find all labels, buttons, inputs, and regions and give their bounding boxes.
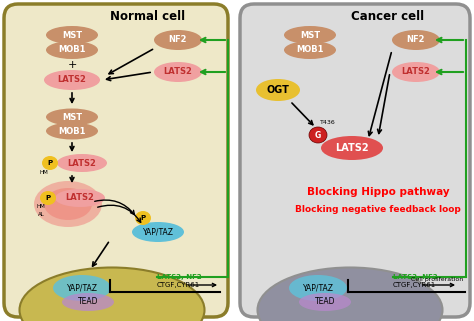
- Text: Normal cell: Normal cell: [110, 10, 185, 22]
- Ellipse shape: [46, 108, 98, 126]
- FancyBboxPatch shape: [4, 4, 228, 317]
- Ellipse shape: [321, 136, 383, 160]
- Text: LATS2: LATS2: [335, 143, 369, 153]
- Text: Cancer cell: Cancer cell: [351, 10, 425, 22]
- Text: MOB1: MOB1: [58, 126, 86, 135]
- Text: P: P: [46, 195, 51, 201]
- Text: LATS2: LATS2: [401, 67, 430, 76]
- Text: MOB1: MOB1: [296, 46, 324, 55]
- Text: LATS2: LATS2: [65, 194, 94, 203]
- Ellipse shape: [42, 156, 58, 170]
- Text: MST: MST: [62, 112, 82, 122]
- Text: CTGF,CYR61: CTGF,CYR61: [157, 282, 200, 288]
- Text: NF2: NF2: [169, 36, 187, 45]
- Ellipse shape: [132, 222, 184, 242]
- Ellipse shape: [44, 188, 92, 220]
- Ellipse shape: [309, 127, 327, 143]
- Text: NF2: NF2: [407, 36, 425, 45]
- Text: MOB1: MOB1: [58, 46, 86, 55]
- Ellipse shape: [299, 293, 351, 311]
- Text: Blocking negative feedback loop: Blocking negative feedback loop: [295, 205, 461, 214]
- Ellipse shape: [256, 79, 300, 101]
- Text: T436: T436: [320, 119, 336, 125]
- Text: TEAD: TEAD: [78, 298, 98, 307]
- Text: +: +: [67, 60, 77, 70]
- Ellipse shape: [284, 41, 336, 59]
- Text: P: P: [140, 215, 146, 221]
- Text: LATS2: LATS2: [68, 159, 96, 168]
- Text: CTGF,CYR61: CTGF,CYR61: [393, 282, 436, 288]
- Ellipse shape: [40, 191, 56, 205]
- Ellipse shape: [257, 267, 443, 321]
- Ellipse shape: [62, 293, 114, 311]
- Text: LATS2, NF2: LATS2, NF2: [393, 274, 438, 280]
- Ellipse shape: [289, 275, 347, 301]
- Text: HM: HM: [40, 169, 48, 175]
- Ellipse shape: [46, 41, 98, 59]
- Text: G: G: [315, 131, 321, 140]
- Text: MST: MST: [62, 30, 82, 39]
- Ellipse shape: [284, 26, 336, 44]
- Ellipse shape: [46, 123, 98, 140]
- Ellipse shape: [44, 70, 100, 90]
- Text: HM: HM: [36, 204, 46, 210]
- Text: TEAD: TEAD: [315, 298, 335, 307]
- Text: Blocking Hippo pathway: Blocking Hippo pathway: [307, 187, 449, 197]
- Ellipse shape: [154, 30, 202, 50]
- Text: LATS2, NF2: LATS2, NF2: [157, 274, 201, 280]
- Ellipse shape: [392, 30, 440, 50]
- Text: P: P: [47, 160, 53, 166]
- Ellipse shape: [154, 62, 202, 82]
- Text: AL: AL: [37, 212, 45, 216]
- Text: LATS2: LATS2: [164, 67, 192, 76]
- Ellipse shape: [135, 211, 151, 225]
- Ellipse shape: [55, 189, 105, 207]
- Ellipse shape: [34, 181, 102, 227]
- Ellipse shape: [53, 275, 111, 301]
- Text: OGT: OGT: [266, 85, 290, 95]
- Text: MST: MST: [300, 30, 320, 39]
- Ellipse shape: [46, 26, 98, 44]
- Ellipse shape: [392, 62, 440, 82]
- Text: Cell proliferation: Cell proliferation: [411, 277, 463, 282]
- Ellipse shape: [19, 267, 204, 321]
- Text: LATS2: LATS2: [57, 75, 86, 84]
- Text: YAP/TAZ: YAP/TAZ: [66, 283, 98, 292]
- Text: YAP/TAZ: YAP/TAZ: [143, 228, 173, 237]
- Ellipse shape: [57, 154, 107, 172]
- FancyBboxPatch shape: [240, 4, 470, 317]
- Text: YAP/TAZ: YAP/TAZ: [302, 283, 334, 292]
